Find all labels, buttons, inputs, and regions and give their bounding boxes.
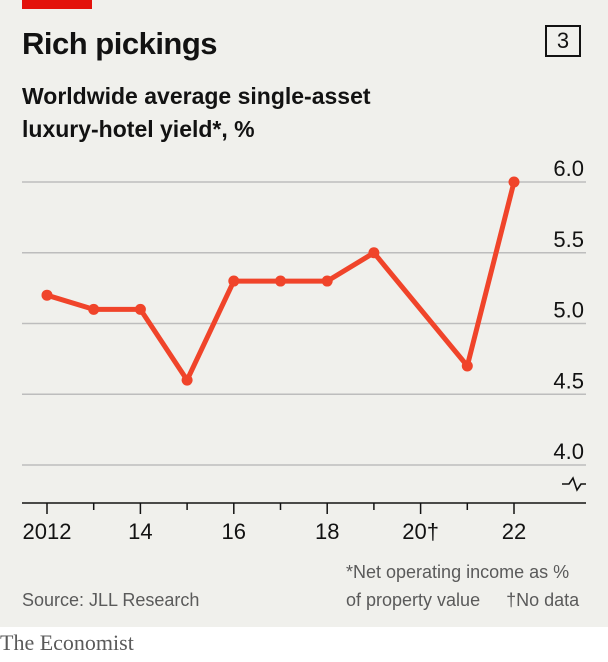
y-tick-label: 4.5 (553, 368, 584, 393)
brand-red-tab (22, 0, 92, 9)
data-point (321, 275, 333, 287)
y-tick-label: 6.0 (553, 156, 584, 181)
footnote-line-2: of property value †No data (346, 586, 579, 614)
chart-panel: Rich pickings 3 Worldwide average single… (0, 0, 608, 627)
line-chart: 6.0 5.5 5.0 4.5 4.0 2012 14 16 18 20† 22 (22, 156, 586, 544)
data-point (181, 374, 193, 386)
data-point (368, 247, 380, 259)
publisher-brand: The Economist (0, 630, 134, 655)
x-tick-label: 16 (222, 519, 246, 544)
chart-title: Rich pickings (22, 26, 218, 61)
data-point (461, 360, 473, 372)
y-tick-label: 5.5 (553, 227, 584, 252)
y-tick-label: 4.0 (553, 439, 584, 464)
data-point (41, 289, 53, 301)
x-tick-label: 14 (128, 519, 152, 544)
x-tick-label: 2012 (23, 519, 72, 544)
data-point (134, 303, 146, 315)
axis-break-marker (562, 476, 586, 492)
chart-subtitle-line-2: luxury-hotel yield*, % (22, 116, 255, 142)
y-tick-label: 5.0 (553, 298, 584, 323)
footnote-line-1: *Net operating income as % (346, 562, 570, 582)
data-point (275, 275, 286, 287)
series-line (44, 179, 517, 383)
chart-subtitle: Worldwide average single-asset luxury-ho… (22, 80, 442, 146)
data-point (228, 275, 240, 287)
x-tick-label: 20† (402, 519, 439, 544)
x-tick-label: 22 (502, 519, 526, 544)
footnote-line-2-part-a: of property value (346, 590, 481, 610)
chart-subtitle-line-1: Worldwide average single-asset (22, 83, 371, 109)
chart-number-badge: 3 (545, 25, 581, 57)
source-note: Source: JLL Research (22, 590, 200, 610)
x-tick-label: 18 (315, 519, 339, 544)
data-point (88, 303, 100, 315)
data-point (508, 176, 520, 188)
footnote-line-2-part-b: †No data (506, 590, 580, 610)
